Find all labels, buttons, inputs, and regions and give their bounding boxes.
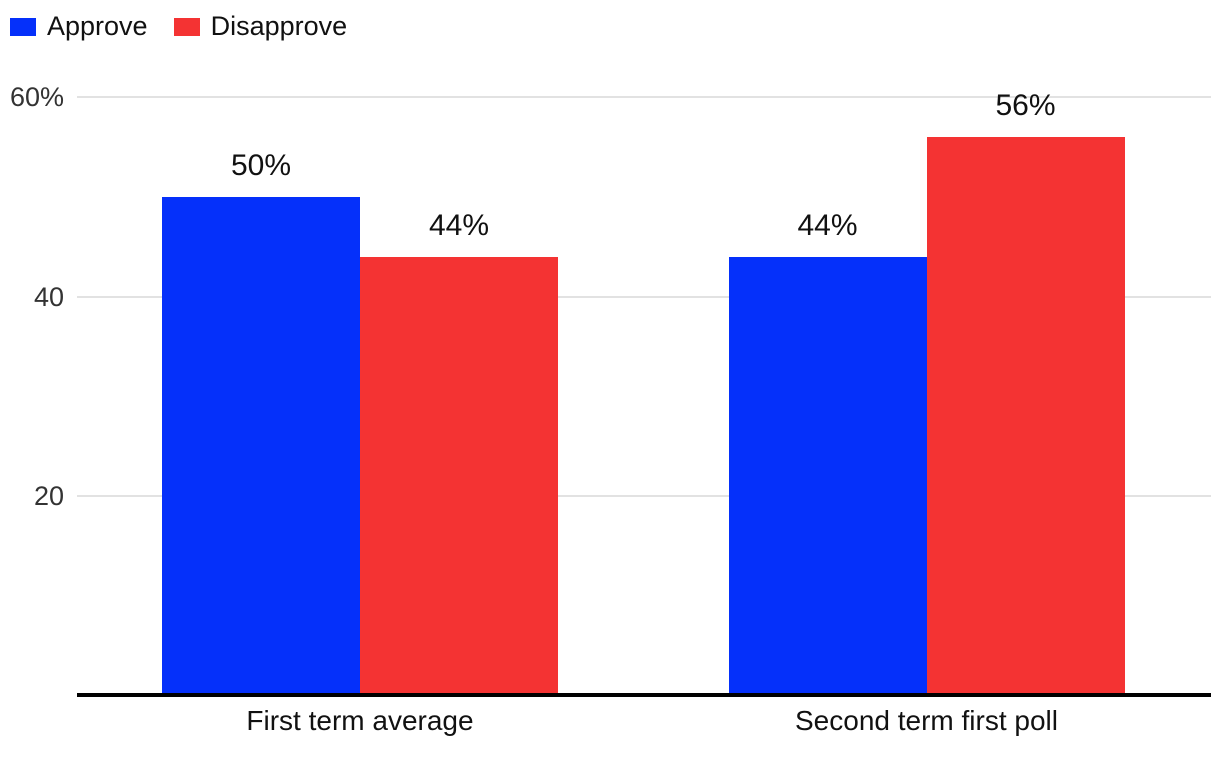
x-axis-line [77, 693, 1211, 697]
y-tick-label: 20 [33, 480, 64, 511]
legend: Approve Disapprove [10, 13, 347, 40]
bar-value-label: 56% [995, 89, 1056, 123]
x-axis-label: Second term first poll [795, 705, 1058, 736]
approve-color-swatch [10, 17, 36, 36]
bar-approve[interactable] [162, 197, 360, 695]
legend-label-approve: Approve [47, 11, 148, 41]
y-gridline [77, 96, 1211, 99]
legend-label-disapprove: Disapprove [210, 11, 348, 41]
bar-approve[interactable] [728, 256, 927, 695]
bar-value-label: 50% [230, 149, 292, 182]
y-gridline [77, 494, 1211, 497]
y-gridline [77, 295, 1211, 298]
y-tick-label: 40 [33, 281, 64, 312]
disapprove-color-swatch [173, 17, 200, 36]
legend-item-approve: Approve [10, 13, 148, 40]
legend-item-disapprove: Disapprove [173, 11, 348, 41]
bar-disapprove[interactable] [360, 256, 558, 695]
bar-value-label: 44% [797, 208, 858, 242]
y-tick-label: 60% [9, 82, 64, 113]
bar-value-label: 44% [428, 208, 490, 242]
x-axis-label: First term average [246, 705, 474, 736]
bar-disapprove[interactable] [926, 137, 1125, 695]
